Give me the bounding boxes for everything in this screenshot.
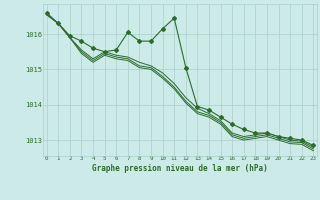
X-axis label: Graphe pression niveau de la mer (hPa): Graphe pression niveau de la mer (hPa) bbox=[92, 164, 268, 173]
